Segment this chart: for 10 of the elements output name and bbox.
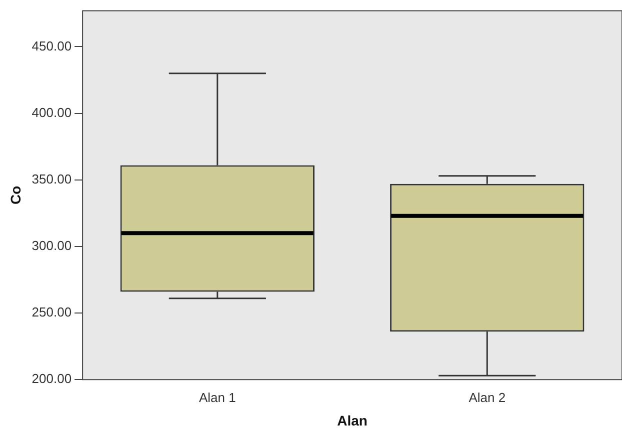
y-tick-label: 250.00 xyxy=(32,304,72,320)
y-tick-label: 450.00 xyxy=(32,38,72,54)
y-tick-label: 350.00 xyxy=(32,171,72,186)
x-axis-title: Alan xyxy=(337,412,368,428)
y-tick-label: 400.00 xyxy=(32,104,72,120)
y-tick-label: 300.00 xyxy=(32,238,72,254)
y-axis-title: Co xyxy=(7,186,24,205)
x-tick-label: Alan 2 xyxy=(468,390,506,405)
x-tick-label: Alan 1 xyxy=(198,390,236,405)
y-tick-label: 200.00 xyxy=(32,371,72,386)
